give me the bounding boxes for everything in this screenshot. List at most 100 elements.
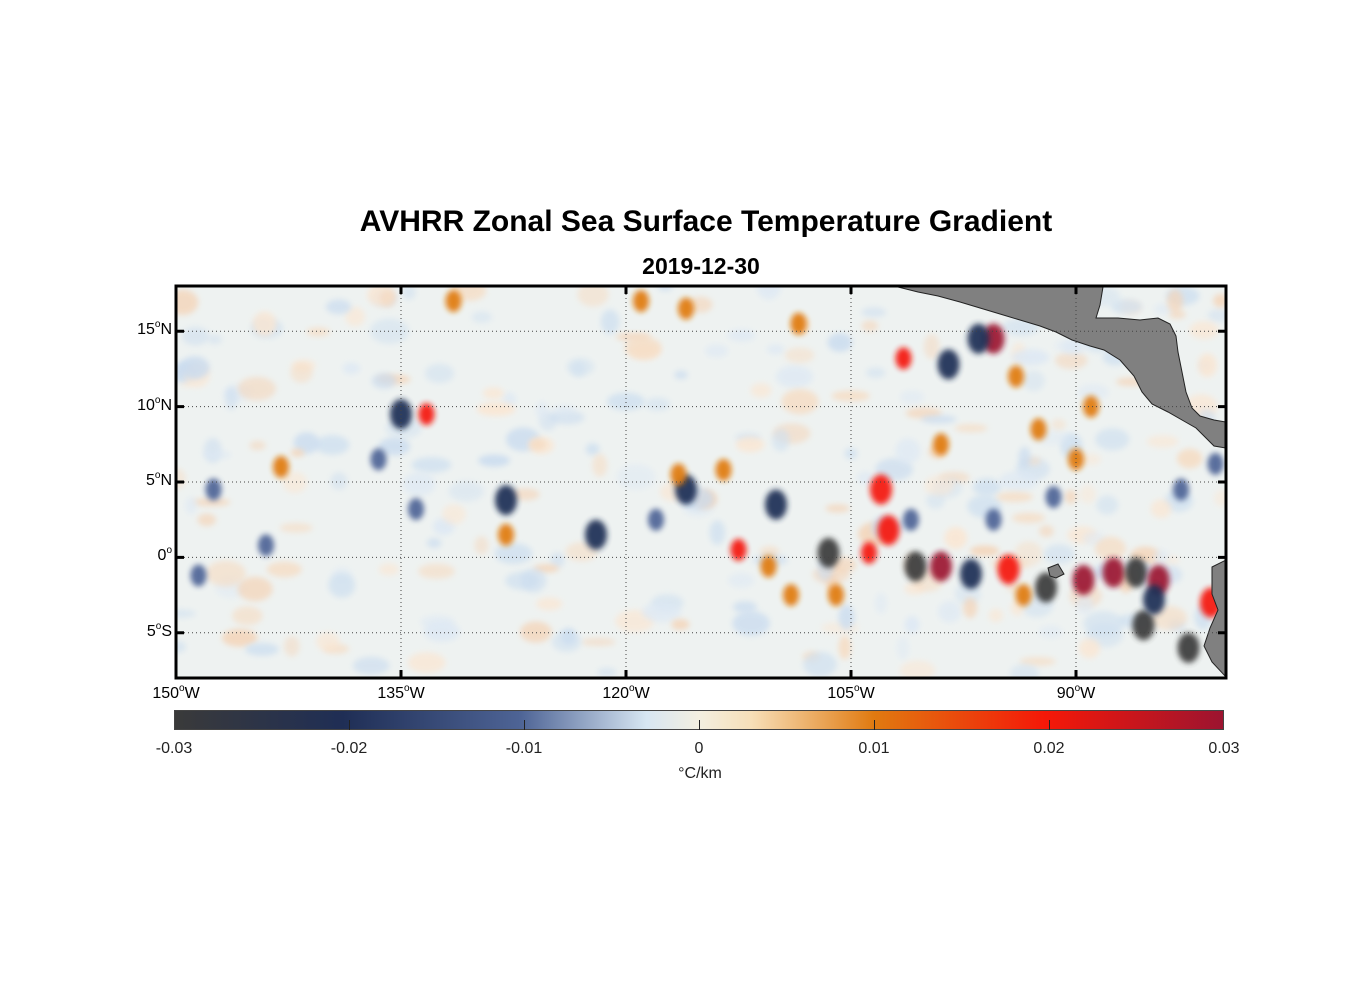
gradient-feature [678,297,694,320]
gradient-feature [1177,632,1200,663]
texture-blob [207,334,222,345]
texture-blob [176,468,186,490]
texture-blob [641,602,682,623]
lat-label: 0o [157,545,172,565]
texture-blob [316,632,340,651]
gradient-feature [715,458,732,481]
texture-blob [424,363,455,384]
texture-blob [1064,489,1077,504]
landmass-mexico [897,287,1225,449]
gradient-feature [967,323,990,354]
landmass-galapagos [1047,563,1065,579]
colorbar-tick [349,720,350,730]
map-frame [174,284,1228,680]
texture-blob [924,475,955,496]
lon-label: 105oW [827,683,875,702]
texture-blob [426,538,442,548]
gradient-feature [1068,448,1084,471]
texture-blob [1213,293,1225,308]
texture-blob [552,405,576,414]
texture-blob [293,432,320,454]
colorbar-tick [699,720,700,730]
texture-blob [645,397,671,411]
colorbar-label: -0.03 [155,740,193,757]
gradient-feature [933,433,949,456]
gradient-feature [895,347,912,370]
texture-blob [674,370,688,380]
gradient-feature [783,584,799,607]
texture-blob [176,289,199,315]
texture-blob [1189,321,1219,340]
gradient-feature [370,448,387,471]
gradient-feature [648,508,664,531]
lon-label: 90oW [1056,683,1096,702]
gradient-feature [1207,452,1224,475]
texture-blob [315,435,350,455]
texture-blob [803,651,837,677]
texture-blob [442,504,466,525]
texture-blob [476,402,516,416]
texture-blob [266,561,302,578]
texture-blob [1010,664,1039,677]
lon-label: 120oW [602,683,650,702]
gradient-feature [1045,486,1062,509]
texture-blob [969,545,1000,557]
texture-blob [896,636,910,660]
texture-blob [529,438,547,451]
texture-blob [237,576,273,602]
texture-blob [179,356,210,380]
gradient-feature [1008,365,1024,388]
gradient-texture [176,287,1225,677]
lat-label: 10oN [137,394,172,414]
texture-blob [735,436,765,453]
texture-blob [999,471,1039,491]
gradient-feature [408,498,424,521]
texture-blob [423,621,461,642]
texture-blob [328,572,356,598]
texture-blob [972,478,1002,496]
texture-blob [418,563,455,579]
texture-blob [1167,289,1183,313]
texture-blob [192,498,231,507]
texture-blob [237,376,276,401]
texture-blob [549,410,585,425]
texture-blob [510,488,540,501]
gradient-feature [190,564,207,587]
texture-blob [1038,625,1063,639]
texture-blob [279,523,313,533]
texture-blob [205,560,246,587]
texture-blob [221,628,258,647]
texture-blob [1043,544,1075,564]
texture-blob [1094,536,1126,561]
texture-blob [1062,340,1083,354]
texture-blob [844,448,858,460]
texture-blob [944,526,968,550]
texture-blob [831,390,870,402]
gradient-feature [877,515,900,546]
texture-blob [597,667,617,677]
gradient-feature [1072,565,1095,595]
lat-label: 5oS [146,620,172,640]
colorbar-tick [1049,720,1050,730]
texture-blob [232,606,263,626]
gradient-feature [670,463,687,486]
lat-label: 15oN [137,319,172,339]
chart-subtitle: 2019-12-30 [642,253,760,279]
texture-blob [899,390,925,405]
colorbar-label: 0 [694,740,704,757]
texture-blob [1146,435,1179,448]
texture-blob [494,543,533,564]
lon-label: 135oW [377,683,425,702]
texture-blob [781,389,819,415]
gradient-feature [1102,557,1125,588]
land-central-america [897,287,1225,677]
gradient-feature [633,290,649,313]
gradient-feature [790,312,807,335]
gradient-feature [765,489,787,520]
texture-blob [772,428,790,452]
gradient-feature [903,508,919,531]
texture-blob [1207,308,1225,323]
texture-blob [1039,525,1054,538]
texture-blob [861,320,879,332]
texture-blob [290,363,313,383]
